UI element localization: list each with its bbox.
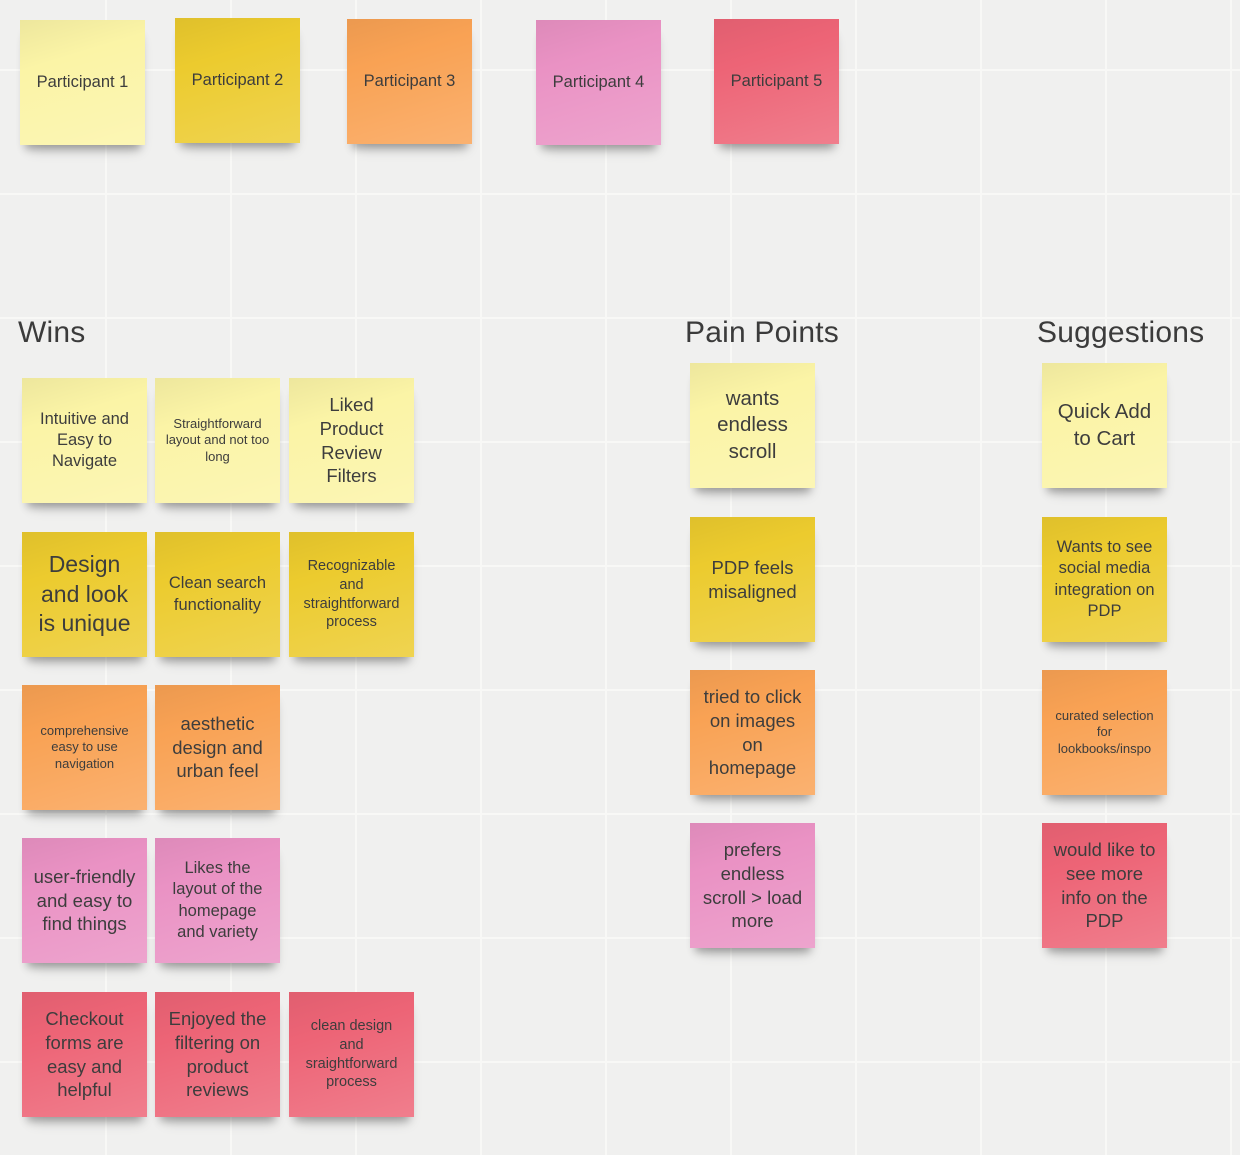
sticky-note[interactable]: Wants to see social media integration on… bbox=[1042, 517, 1167, 642]
sticky-note[interactable]: clean design and sraightforward process bbox=[289, 992, 414, 1117]
sticky-note[interactable]: Recognizable and straightforward process bbox=[289, 532, 414, 657]
sticky-note-text: Clean search functionality bbox=[168, 574, 267, 614]
sticky-note[interactable]: Likes the layout of the homepage and var… bbox=[155, 838, 280, 963]
sticky-note[interactable]: Enjoyed the filtering on product reviews bbox=[155, 992, 280, 1117]
sticky-note[interactable]: Participant 4 bbox=[536, 20, 661, 145]
section-title-pain-points[interactable]: Pain Points bbox=[685, 316, 839, 349]
section-title-suggestions[interactable]: Suggestions bbox=[1037, 316, 1205, 349]
sticky-note[interactable]: would like to see more info on the PDP bbox=[1042, 823, 1167, 948]
sticky-note-text: Liked Product Review Filters bbox=[319, 394, 384, 487]
section-title-wins[interactable]: Wins bbox=[18, 316, 86, 349]
sticky-note-text: Participant 1 bbox=[36, 72, 129, 91]
sticky-note-text: Participant 4 bbox=[552, 72, 645, 91]
sticky-note[interactable]: Checkout forms are easy and helpful bbox=[22, 992, 147, 1117]
sticky-note-text: Checkout forms are easy and helpful bbox=[45, 1008, 124, 1101]
sticky-note-text: Recognizable and straightforward process bbox=[303, 558, 400, 631]
sticky-note[interactable]: Straightforward layout and not too long bbox=[155, 378, 280, 503]
sticky-note[interactable]: Liked Product Review Filters bbox=[289, 378, 414, 503]
sticky-note[interactable]: Participant 2 bbox=[175, 18, 300, 143]
sticky-note-text: PDP feels misaligned bbox=[708, 556, 797, 602]
sticky-note[interactable]: curated selection for lookbooks/inspo bbox=[1042, 670, 1167, 795]
sticky-note[interactable]: Design and look is unique bbox=[22, 532, 147, 657]
sticky-note[interactable]: Participant 5 bbox=[714, 19, 839, 144]
sticky-note-text: prefers endless scroll > load more bbox=[702, 839, 803, 932]
sticky-note-text: Participant 5 bbox=[730, 71, 823, 90]
sticky-note-text: wants endless scroll bbox=[717, 387, 788, 463]
sticky-note-text: Straightforward layout and not too long bbox=[165, 415, 270, 464]
sticky-note[interactable]: wants endless scroll bbox=[690, 363, 815, 488]
sticky-note[interactable]: Participant 3 bbox=[347, 19, 472, 144]
sticky-note-text: Participant 2 bbox=[191, 70, 284, 89]
sticky-note[interactable]: user-friendly and easy to find things bbox=[22, 838, 147, 963]
sticky-note[interactable]: aesthetic design and urban feel bbox=[155, 685, 280, 810]
sticky-note[interactable]: Quick Add to Cart bbox=[1042, 363, 1167, 488]
sticky-note[interactable]: tried to click on images on homepage bbox=[690, 670, 815, 795]
sticky-note-text: aesthetic design and urban feel bbox=[172, 712, 263, 782]
sticky-note[interactable]: Clean search functionality bbox=[155, 532, 280, 657]
sticky-note-text: Participant 3 bbox=[363, 71, 456, 90]
sticky-note-text: Intuitive and Easy to Navigate bbox=[40, 409, 129, 471]
sticky-note[interactable]: PDP feels misaligned bbox=[690, 517, 815, 642]
sticky-note[interactable]: comprehensive easy to use navigation bbox=[22, 685, 147, 810]
sticky-note-text: comprehensive easy to use navigation bbox=[40, 722, 129, 771]
sticky-note-text: Enjoyed the filtering on product reviews bbox=[168, 1008, 267, 1101]
sticky-note-text: Design and look is unique bbox=[38, 551, 131, 637]
sticky-note-text: Wants to see social media integration on… bbox=[1054, 538, 1155, 620]
sticky-note-text: curated selection for lookbooks/inspo bbox=[1055, 707, 1154, 756]
sticky-note-text: clean design and sraightforward process bbox=[305, 1018, 398, 1091]
sticky-note[interactable]: Intuitive and Easy to Navigate bbox=[22, 378, 147, 503]
sticky-note-text: Likes the layout of the homepage and var… bbox=[172, 859, 263, 941]
sticky-note-text: Quick Add to Cart bbox=[1057, 400, 1152, 450]
sticky-note[interactable]: Participant 1 bbox=[20, 20, 145, 145]
sticky-note-text: would like to see more info on the PDP bbox=[1053, 839, 1156, 932]
sticky-note-text: user-friendly and easy to find things bbox=[33, 865, 136, 935]
sticky-note[interactable]: prefers endless scroll > load more bbox=[690, 823, 815, 948]
sticky-note-text: tried to click on images on homepage bbox=[703, 686, 802, 779]
